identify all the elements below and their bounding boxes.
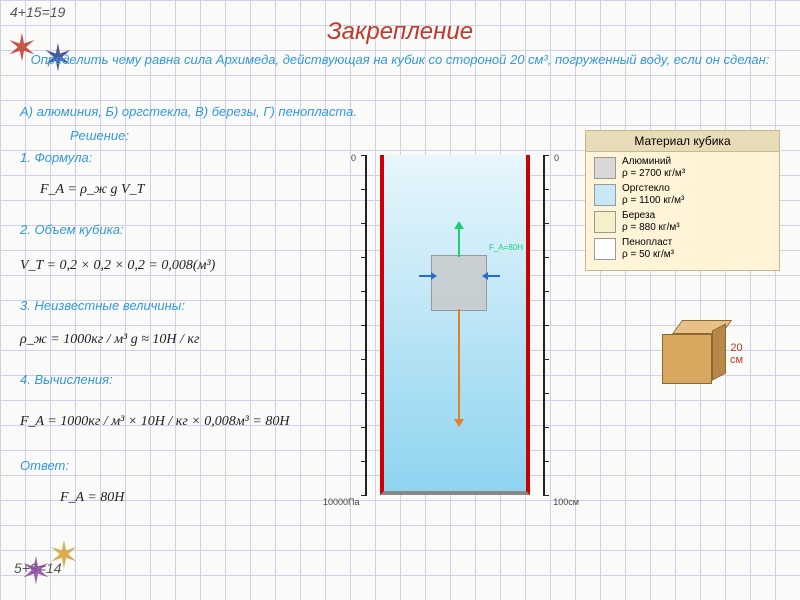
scale-left-bottom: 10000Па <box>323 497 360 507</box>
formula-2: V_T = 0,2 × 0,2 × 0,2 = 0,008(м³) <box>20 258 215 274</box>
legend-title: Материал кубика <box>586 131 779 152</box>
scale-right-top: 0 <box>554 153 559 163</box>
page-title: Закрепление <box>0 18 800 46</box>
splat-icon: ✶ <box>48 533 80 578</box>
problem-statement: Определить чему равна сила Архимеда, дей… <box>30 50 770 70</box>
material-name: Оргстекло <box>622 183 670 194</box>
cube-3d: 20см <box>662 320 730 388</box>
legend-row: Березаρ = 880 кг/м³ <box>594 210 771 234</box>
swatch-birch <box>594 211 616 233</box>
formula-4: F_A = 1000кг / м³ × 10Н / кг × 0,008м³ =… <box>20 414 289 430</box>
legend-row: Алюминийρ = 2700 кг/м³ <box>594 156 771 180</box>
material-legend: Материал кубика Алюминийρ = 2700 кг/м³ О… <box>585 130 780 271</box>
step-4-label: 4. Вычисления: <box>20 372 113 387</box>
cube-front-face <box>662 334 712 384</box>
legend-row: Пенопластρ = 50 кг/м³ <box>594 237 771 261</box>
solution-label: Решение: <box>70 128 129 143</box>
answer-value: F_A = 80Н <box>60 490 124 506</box>
step-1-label: 1. Формула: <box>20 150 92 165</box>
beaker: F_A=80Н <box>380 155 530 495</box>
material-name: Береза <box>622 210 655 221</box>
swatch-plexiglass <box>594 184 616 206</box>
formula-3: ρ_ж = 1000кг / м³ g ≈ 10Н / кг <box>20 332 199 348</box>
legend-row: Оргстеклоρ = 1100 кг/м³ <box>594 183 771 207</box>
material-name: Пенопласт <box>622 237 672 248</box>
scale-left-top: 0 <box>351 153 356 163</box>
cube-side-face <box>712 323 726 380</box>
splat-icon: ✶ <box>20 549 52 594</box>
force-label: F_A=80Н <box>489 243 523 252</box>
material-density: ρ = 880 кг/м³ <box>622 222 680 233</box>
material-density: ρ = 2700 кг/м³ <box>622 168 685 179</box>
swatch-aluminum <box>594 157 616 179</box>
cube-dimension: 20см <box>730 342 743 366</box>
beaker-diagram: 0 10000Па 0 100см F_A=80Н <box>355 155 555 525</box>
material-density: ρ = 50 кг/м³ <box>622 249 674 260</box>
material-name: Алюминий <box>622 156 671 167</box>
formula-1: F_A = ρ_ж g V_T <box>40 182 144 198</box>
answer-choices: А) алюминия, Б) оргстекла, В) березы, Г)… <box>20 104 357 119</box>
step-2-label: 2. Объем кубика: <box>20 222 124 237</box>
material-density: ρ = 1100 кг/м³ <box>622 195 684 206</box>
answer-label: Ответ: <box>20 458 69 473</box>
step-3-label: 3. Неизвестные величины: <box>20 298 185 313</box>
submerged-cube <box>431 255 487 311</box>
scale-right-bottom: 100см <box>553 497 579 507</box>
swatch-foam <box>594 238 616 260</box>
